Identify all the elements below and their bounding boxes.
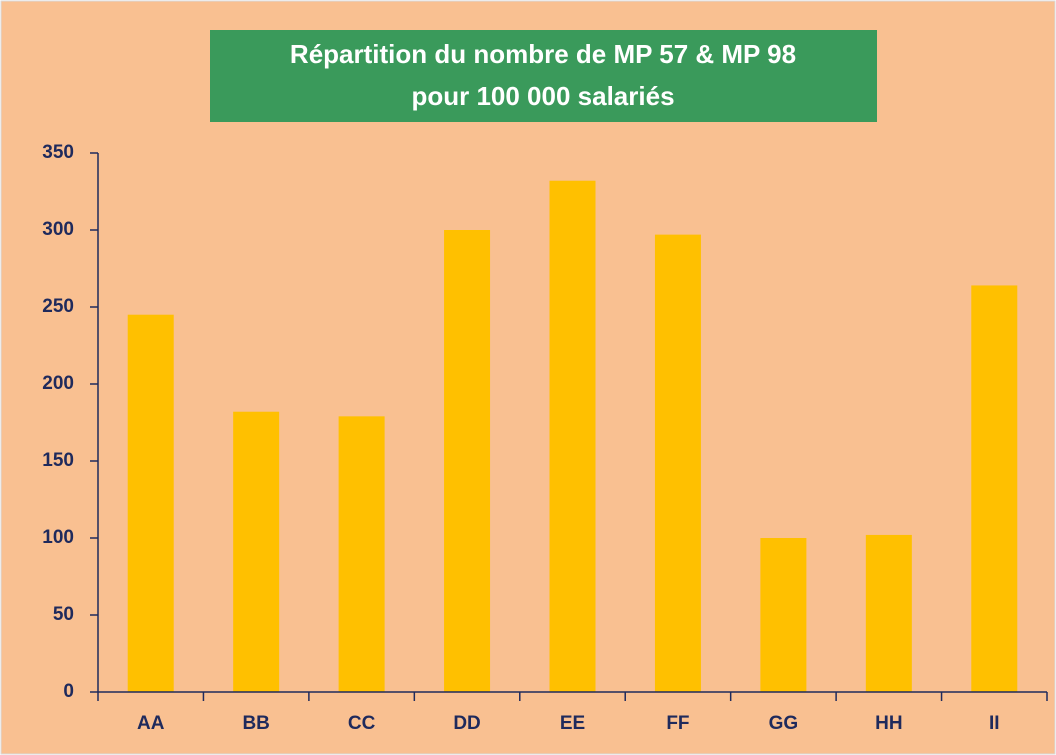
x-tick-label: AA [137,713,165,734]
x-tick-label: FF [666,713,689,734]
y-tick-label: 200 [42,373,74,394]
x-tick-label: EE [560,713,585,734]
y-tick-label: 250 [42,296,74,317]
x-tick-label: HH [875,713,902,734]
title-box [210,30,877,122]
bar [444,230,491,692]
chart-title: pour 100 000 salariés [411,81,674,111]
x-tick-label: GG [769,713,799,734]
x-tick-label: DD [453,713,480,734]
x-tick-label: II [989,713,1000,734]
y-tick-label: 100 [42,527,74,548]
chart-title: Répartition du nombre de MP 57 & MP 98 [290,39,796,69]
bar [971,285,1018,692]
y-tick-label: 50 [53,604,74,625]
bar [760,538,807,692]
y-tick-label: 150 [42,450,74,471]
bar [127,314,174,692]
bar [549,180,596,692]
bar [233,411,280,692]
x-tick-label: CC [348,713,376,734]
y-tick-label: 300 [42,219,74,240]
bar [865,534,912,692]
y-tick-label: 350 [42,142,74,163]
x-tick-label: BB [242,713,269,734]
y-tick-label: 0 [63,681,74,702]
bar [654,234,701,692]
bar [338,416,385,692]
